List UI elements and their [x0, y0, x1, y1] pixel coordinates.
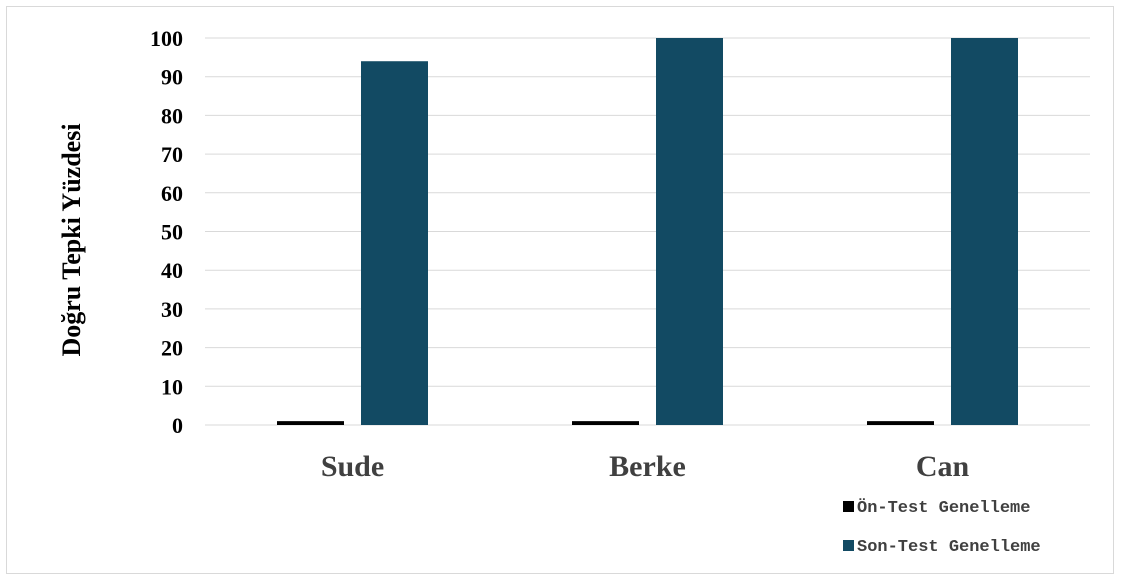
- y-tick-label: 60: [161, 181, 183, 206]
- y-tick-label: 100: [150, 26, 183, 51]
- category-label: Berke: [609, 450, 686, 483]
- bars: [277, 38, 1018, 425]
- y-tick-label: 40: [161, 258, 183, 283]
- legend-swatch: [843, 501, 854, 512]
- bar-can-series-1: [867, 421, 934, 425]
- y-axis-label: Doğru Tepki Yüzdesi: [57, 123, 86, 356]
- y-tick-label: 20: [161, 336, 183, 361]
- y-tick-label: 90: [161, 65, 183, 90]
- category-labels: Sude Berke Can: [321, 450, 970, 483]
- category-label: Sude: [321, 450, 384, 483]
- gridlines: [205, 37, 1090, 426]
- chart-frame: [6, 6, 1114, 574]
- y-tick-label: 10: [161, 374, 183, 399]
- y-tick-labels: 0 10 20 30 40 50 60 70 80 90 100: [150, 26, 183, 438]
- y-tick-label: 50: [161, 220, 183, 245]
- bar-can-series-2: [951, 38, 1018, 425]
- legend: Ön-Test Genelleme Son-Test Genelleme: [843, 498, 1041, 557]
- y-tick-label: 0: [172, 413, 183, 438]
- bar-sude-series-1: [277, 421, 344, 425]
- y-tick-label: 80: [161, 103, 183, 128]
- category-label: Can: [916, 450, 970, 483]
- bar-berke-series-2: [656, 38, 723, 425]
- y-tick-label: 30: [161, 297, 183, 322]
- bar-berke-series-1: [572, 421, 639, 425]
- bar-sude-series-2: [361, 61, 428, 425]
- legend-label: Ön-Test Genelleme: [857, 498, 1030, 518]
- legend-label: Son-Test Genelleme: [857, 538, 1041, 557]
- y-tick-label: 70: [161, 142, 183, 167]
- legend-swatch: [843, 540, 854, 551]
